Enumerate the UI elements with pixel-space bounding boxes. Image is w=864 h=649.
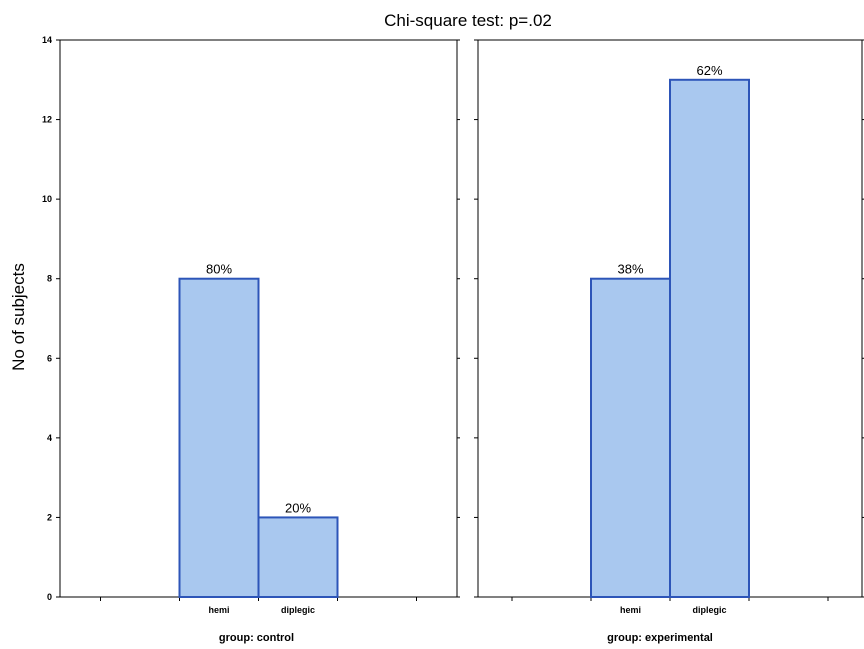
x-tick-label: hemi <box>620 605 641 615</box>
bar <box>669 78 750 599</box>
data-label: 62% <box>696 63 722 78</box>
bar <box>590 277 671 598</box>
panel-label: group: experimental <box>607 632 713 644</box>
y-tick-label: 2 <box>47 512 52 522</box>
y-tick-label: 12 <box>42 115 52 125</box>
y-tick-label: 14 <box>42 35 52 45</box>
chart-title: Chi-square test: p=.02 <box>384 11 552 30</box>
x-tick-label: hemi <box>208 605 229 615</box>
y-tick-label: 0 <box>47 592 52 602</box>
x-tick-label: diplegic <box>281 605 315 615</box>
y-tick-label: 4 <box>47 433 52 443</box>
data-label: 20% <box>285 500 311 515</box>
panels-group: 0 2 4 6 8 10 12 14 80% hemi 20% diplegic group: cont… <box>42 35 864 644</box>
bar <box>257 516 339 599</box>
data-label: 38% <box>617 262 643 277</box>
y-tick-label: 6 <box>47 353 52 363</box>
x-tick-label: diplegic <box>692 605 726 615</box>
bar <box>178 277 260 598</box>
y-tick-label: 10 <box>42 194 52 204</box>
y-axis-label: No of subjects <box>9 263 28 371</box>
data-label: 80% <box>206 262 232 277</box>
panel-label: group: control <box>219 632 294 644</box>
y-tick-label: 8 <box>47 274 52 284</box>
